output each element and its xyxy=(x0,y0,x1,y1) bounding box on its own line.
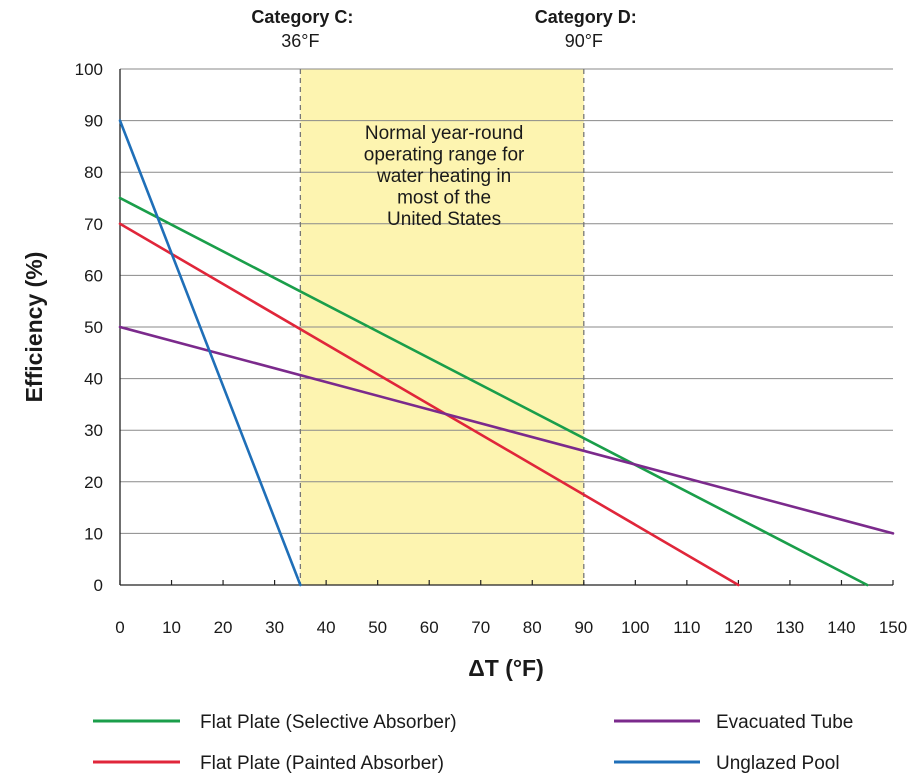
x-tick-label: 30 xyxy=(265,618,284,637)
category-value: 36°F xyxy=(281,31,319,51)
y-axis-label: Efficiency (%) xyxy=(21,252,47,403)
x-tick-label: 140 xyxy=(827,618,855,637)
x-tick-label: 150 xyxy=(879,618,907,637)
series-line xyxy=(118,119,302,587)
x-tick-label: 50 xyxy=(368,618,387,637)
x-tick-label: 80 xyxy=(523,618,542,637)
y-tick-label: 20 xyxy=(84,473,103,492)
x-tick-label: 110 xyxy=(673,618,700,637)
band-text-line: operating range for xyxy=(364,145,525,166)
y-tick-label: 60 xyxy=(84,266,103,285)
series-line xyxy=(118,325,895,535)
x-tick-label: 120 xyxy=(724,618,752,637)
y-tick-label: 40 xyxy=(84,370,103,389)
x-tick-label: 0 xyxy=(115,618,124,637)
legend-label: Unglazed Pool xyxy=(716,753,840,774)
y-tick-label: 70 xyxy=(84,215,103,234)
y-tick-label: 30 xyxy=(84,421,103,440)
x-axis-label: ΔT (°F) xyxy=(468,655,544,681)
x-tick-label: 90 xyxy=(574,618,593,637)
x-tick-label: 130 xyxy=(776,618,804,637)
x-tick-label: 100 xyxy=(621,618,649,637)
category-value: 90°F xyxy=(565,31,603,51)
band-text-line: Normal year-round xyxy=(365,123,523,144)
y-tick-label: 50 xyxy=(84,318,103,337)
x-tick-label: 20 xyxy=(214,618,233,637)
category-title: Category D: xyxy=(535,7,637,27)
legend-label: Flat Plate (Painted Absorber) xyxy=(200,753,444,774)
y-tick-label: 100 xyxy=(75,60,103,79)
band-text-line: most of the xyxy=(397,188,491,209)
series-line xyxy=(118,222,740,587)
band-text-line: water heating in xyxy=(376,166,511,187)
x-tick-label: 70 xyxy=(471,618,490,637)
y-tick-label: 10 xyxy=(84,524,103,543)
band-text-line: United States xyxy=(387,209,501,230)
series-line xyxy=(118,196,869,587)
legend-label: Evacuated Tube xyxy=(716,712,853,733)
y-tick-label: 90 xyxy=(84,112,103,131)
legend-label: Flat Plate (Selective Absorber) xyxy=(200,712,457,733)
x-tick-label: 40 xyxy=(317,618,336,637)
y-tick-label: 0 xyxy=(94,576,103,595)
x-tick-label: 60 xyxy=(420,618,439,637)
category-title: Category C: xyxy=(251,7,353,27)
x-tick-label: 10 xyxy=(162,618,181,637)
y-tick-label: 80 xyxy=(84,163,103,182)
